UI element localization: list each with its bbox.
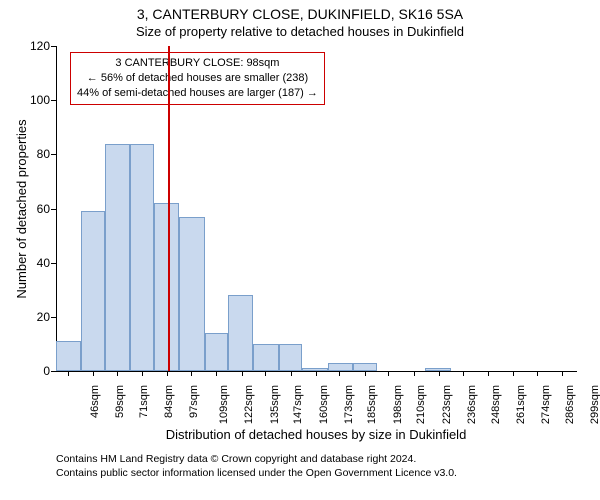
chart-root: 3, CANTERBURY CLOSE, DUKINFIELD, SK16 5S…: [0, 0, 600, 500]
x-tick-mark: [117, 371, 118, 376]
x-tick-mark: [488, 371, 489, 376]
x-tick-label: 160sqm: [318, 385, 330, 424]
x-tick-label: 248sqm: [490, 385, 502, 424]
histogram-bar: [56, 341, 81, 371]
x-tick-mark: [191, 371, 192, 376]
reference-line: [168, 46, 170, 371]
x-tick-mark: [216, 371, 217, 376]
y-tick-label: 0: [22, 364, 50, 378]
x-tick-mark: [291, 371, 292, 376]
x-tick-label: 236sqm: [466, 385, 478, 424]
x-tick-mark: [167, 371, 168, 376]
x-tick-label: 59sqm: [114, 385, 126, 418]
x-tick-mark: [562, 371, 563, 376]
x-tick-label: 147sqm: [292, 385, 304, 424]
x-tick-label: 122sqm: [243, 385, 255, 424]
x-tick-mark: [513, 371, 514, 376]
histogram-bar: [253, 344, 278, 371]
x-axis-title: Distribution of detached houses by size …: [56, 427, 576, 442]
histogram-bar: [328, 363, 353, 371]
x-tick-mark: [439, 371, 440, 376]
x-tick-label: 261sqm: [515, 385, 527, 424]
x-tick-label: 135sqm: [269, 385, 281, 424]
x-tick-mark: [463, 371, 464, 376]
x-tick-label: 46sqm: [89, 385, 101, 418]
x-tick-label: 223sqm: [441, 385, 453, 424]
histogram-bar: [228, 295, 253, 371]
x-tick-mark: [365, 371, 366, 376]
annotation-box: 3 CANTERBURY CLOSE: 98sqm ← 56% of detac…: [70, 52, 325, 105]
x-tick-mark: [339, 371, 340, 376]
y-tick-label: 40: [22, 256, 50, 270]
x-tick-mark: [414, 371, 415, 376]
x-tick-label: 109sqm: [218, 385, 230, 424]
x-tick-label: 173sqm: [343, 385, 355, 424]
x-tick-label: 97sqm: [188, 385, 200, 418]
y-tick-mark: [51, 154, 56, 155]
x-tick-mark: [537, 371, 538, 376]
title-main: 3, CANTERBURY CLOSE, DUKINFIELD, SK16 5S…: [0, 6, 600, 22]
histogram-bar: [279, 344, 302, 371]
x-tick-mark: [265, 371, 266, 376]
attribution-line-2: Contains public sector information licen…: [56, 467, 457, 481]
histogram-bar: [154, 203, 179, 371]
y-tick-label: 20: [22, 310, 50, 324]
y-tick-label: 80: [22, 147, 50, 161]
x-tick-label: 71sqm: [138, 385, 150, 418]
y-tick-mark: [51, 263, 56, 264]
annotation-line-3: 44% of semi-detached houses are larger (…: [77, 86, 318, 101]
y-tick-label: 60: [22, 202, 50, 216]
x-tick-mark: [68, 371, 69, 376]
x-tick-mark: [316, 371, 317, 376]
y-tick-mark: [51, 46, 56, 47]
x-tick-label: 286sqm: [564, 385, 576, 424]
x-tick-label: 198sqm: [392, 385, 404, 424]
y-tick-mark: [51, 317, 56, 318]
y-tick-mark: [51, 371, 56, 372]
histogram-bar: [81, 211, 104, 371]
x-tick-mark: [388, 371, 389, 376]
y-tick-label: 120: [22, 39, 50, 53]
x-tick-label: 84sqm: [163, 385, 175, 418]
histogram-bar: [179, 217, 204, 371]
y-tick-mark: [51, 209, 56, 210]
annotation-line-1: 3 CANTERBURY CLOSE: 98sqm: [77, 56, 318, 71]
x-tick-label: 274sqm: [541, 385, 553, 424]
histogram-bar: [353, 363, 376, 371]
histogram-bar: [105, 144, 130, 372]
title-sub: Size of property relative to detached ho…: [0, 24, 600, 39]
x-tick-label: 185sqm: [367, 385, 379, 424]
x-tick-mark: [142, 371, 143, 376]
x-tick-mark: [93, 371, 94, 376]
y-tick-mark: [51, 100, 56, 101]
annotation-line-2: ← 56% of detached houses are smaller (23…: [77, 71, 318, 86]
histogram-bar: [205, 333, 228, 371]
y-tick-label: 100: [22, 93, 50, 107]
attribution-text: Contains HM Land Registry data © Crown c…: [56, 453, 457, 480]
x-tick-mark: [242, 371, 243, 376]
x-tick-label: 299sqm: [589, 385, 600, 424]
x-tick-label: 210sqm: [415, 385, 427, 424]
attribution-line-1: Contains HM Land Registry data © Crown c…: [56, 453, 457, 467]
histogram-bar: [130, 144, 153, 372]
